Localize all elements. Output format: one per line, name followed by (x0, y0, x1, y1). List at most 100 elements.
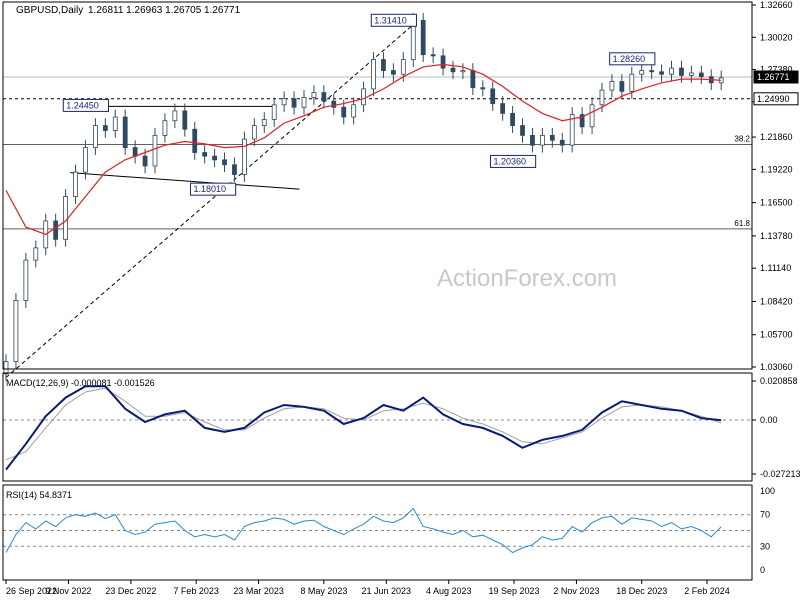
candle-body (530, 134, 535, 146)
price-tag-last-tag (753, 70, 799, 84)
annot-high-128260: 1.28260 (613, 54, 646, 64)
candle-body (549, 134, 555, 141)
x-tick-label: 9 Nov 2022 (45, 586, 91, 596)
watermark: ActionForex.com (437, 265, 617, 292)
candles (3, 13, 724, 382)
candle-body (53, 220, 59, 240)
rsi-tick-label: 0 (760, 565, 765, 575)
candle-body (430, 54, 436, 57)
annot-high-124450: 1.24450 (66, 100, 99, 110)
candle-body (510, 112, 515, 126)
price-tick-label: 1.27380 (760, 65, 793, 75)
price-tick-label: 1.19220 (760, 164, 793, 174)
x-tick-label: 4 Aug 2023 (426, 586, 472, 596)
rsi-tick-label: 70 (760, 510, 770, 520)
candle-body (470, 70, 476, 89)
support-trendline (70, 172, 300, 190)
candle-body (331, 100, 337, 108)
fib-label-61-8: 61.8 (734, 219, 750, 228)
candle-body (192, 128, 198, 153)
macd-title: MACD(12,26,9) -0.000081 -0.001526 (6, 378, 155, 388)
candle-body (13, 300, 19, 363)
candle-body (480, 87, 486, 90)
candle-body (112, 116, 118, 131)
x-tick-label: 19 Sep 2023 (488, 586, 539, 596)
candle-body (251, 125, 257, 140)
x-tick-label: 7 Feb 2023 (173, 586, 219, 596)
candle-body (33, 247, 39, 261)
price-tick-label: 1.11140 (760, 263, 791, 273)
rsi-title: RSI(14) 54.8371 (6, 490, 72, 500)
candle-body (152, 134, 158, 167)
panel-frames (2, 1, 753, 581)
price-tag-support: 1.24990 (757, 94, 790, 104)
price-tick-label: 1.21860 (760, 132, 793, 142)
candle-body (688, 72, 694, 76)
price-tick-label: 1.16500 (760, 198, 793, 208)
candle-body (679, 67, 684, 76)
price-tag-support-tag (753, 92, 799, 106)
candle-body (271, 104, 277, 120)
candle-body (83, 147, 88, 173)
x-tick-label: 2 Feb 2024 (684, 586, 730, 596)
candle-body (649, 70, 655, 73)
macd-tick-label: 0.00 (760, 415, 778, 425)
x-tick-label: 26 Sep 2022 (6, 586, 57, 596)
macd-line (5, 385, 722, 471)
candle-body (460, 70, 466, 73)
candle-body (182, 110, 188, 130)
rsi-line (5, 507, 722, 554)
annot-high-131410: 1.31410 (374, 15, 407, 25)
candle-body (321, 92, 327, 102)
annot-high-131410-box (370, 13, 417, 27)
price-frame (2, 1, 753, 370)
macd-tick-label: 0.020858 (760, 376, 798, 386)
annot-high-124450-box (62, 98, 109, 112)
price-panel: ActionForex.com 1.32660 1.30020 1.27380 1.24… (3, 0, 799, 382)
candle-body (232, 164, 237, 175)
annot-low-120360: 1.20360 (493, 156, 526, 166)
rsi-tick-label: 100 (760, 486, 775, 496)
candle-body (569, 114, 575, 146)
x-tick-label: 23 Dec 2022 (105, 586, 156, 596)
sma-line (5, 63, 722, 236)
x-tick-label: 18 Dec 2023 (616, 586, 667, 596)
candle-body (520, 125, 525, 136)
chart-ohlc: 1.26811 1.26963 1.26705 1.26771 (88, 5, 241, 16)
candle-body (579, 114, 585, 128)
chart-symbol: GBPUSD,Daily (16, 5, 83, 16)
price-tick-label: 1.03060 (760, 362, 793, 372)
annot-low-118010: 1.18010 (193, 184, 226, 194)
candle-body (609, 81, 615, 91)
candle-body (698, 72, 704, 78)
price-tick-label: 1.30020 (760, 32, 793, 42)
candle-body (23, 259, 29, 301)
annot-low-120360-box (489, 154, 537, 168)
macd-frame (2, 372, 753, 482)
rsi-panel: RSI(14) 54.8371 100 70 30 0 (3, 486, 775, 575)
candle-body (390, 70, 396, 75)
annot-high-128260-box (609, 52, 656, 66)
candle-body (361, 88, 366, 106)
candle-body (301, 97, 307, 108)
candle-body (3, 361, 9, 375)
candle-body (291, 98, 297, 108)
candle-body (639, 70, 645, 75)
candle-body (371, 59, 376, 90)
candle-body (73, 171, 78, 197)
price-tick-label: 1.13780 (760, 231, 793, 241)
candle-body (659, 71, 664, 75)
candle-body (281, 98, 287, 106)
candle-body (102, 125, 108, 131)
candle-body (261, 119, 267, 126)
candle-body (450, 67, 456, 73)
macd-signal-line (5, 387, 722, 461)
candle-body (629, 73, 635, 92)
x-tick-label: 23 Mar 2023 (233, 586, 284, 596)
x-tick-label: 2 Nov 2023 (553, 586, 599, 596)
rsi-frame (2, 484, 753, 581)
candle-body (172, 110, 178, 122)
candle-body (63, 196, 68, 240)
macd-panel: MACD(12,26,9) -0.000081 -0.001526 0.02085… (3, 376, 800, 479)
